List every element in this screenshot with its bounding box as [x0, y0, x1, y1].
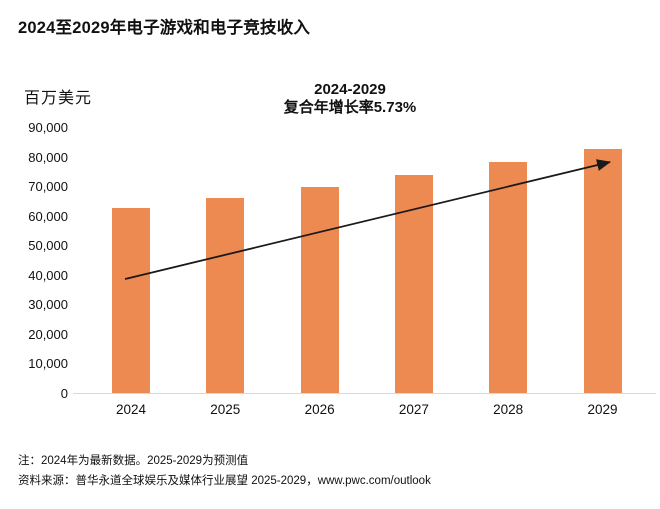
y-tick-label: 70,000 [28, 179, 68, 195]
y-tick-label: 40,000 [28, 267, 68, 283]
y-tick-label: 90,000 [28, 120, 68, 135]
x-tick-label-2025: 2025 [210, 402, 241, 417]
bar-2025 [206, 197, 245, 393]
note-text: 注：2024年为最新数据。2025-2029为预测值 [18, 455, 249, 467]
y-tick-label: 0 [60, 386, 68, 401]
y-tick-label: 10,000 [28, 356, 68, 372]
x-tick-label-2026: 2026 [304, 402, 335, 417]
bar-2029 [583, 148, 622, 393]
x-tick-label-2024: 2024 [115, 402, 147, 417]
y-tick-label: 20,000 [28, 326, 68, 342]
trend-line [124, 159, 611, 280]
y-tick-label: 60,000 [28, 208, 68, 224]
subtitle-period: 2024-2029 [314, 81, 386, 98]
x-tick-label-2029: 2029 [587, 402, 618, 417]
y-tick-label: 80,000 [28, 149, 68, 165]
subtitle-cagr: 复合年增长率5.73% [283, 99, 417, 116]
bar-2028 [489, 162, 528, 393]
x-tick-label-2027: 2027 [398, 402, 429, 417]
y-axis-unit-label: 百万美元 [24, 90, 93, 107]
y-tick-label: 50,000 [28, 238, 68, 254]
bar-2024 [112, 208, 150, 393]
x-tick-label-2028: 2028 [493, 402, 524, 417]
x-axis-line [73, 393, 656, 394]
chart-footer: 注：2024年为最新数据。2025-2029为预测值 资料来源：普华永道全球娱乐… [18, 451, 431, 491]
page-title: 2024至2029年电子游戏和电子竞技收入 [18, 19, 311, 37]
bar-2027 [394, 175, 433, 393]
source-text: 资料来源：普华永道全球娱乐及媒体行业展望 2025-2029，www.pwc.c… [18, 475, 431, 487]
chart-subtitle: 2024-2029 复合年增长率5.73% [190, 81, 510, 117]
y-tick-label: 30,000 [28, 297, 68, 313]
bar-2026 [300, 186, 339, 393]
